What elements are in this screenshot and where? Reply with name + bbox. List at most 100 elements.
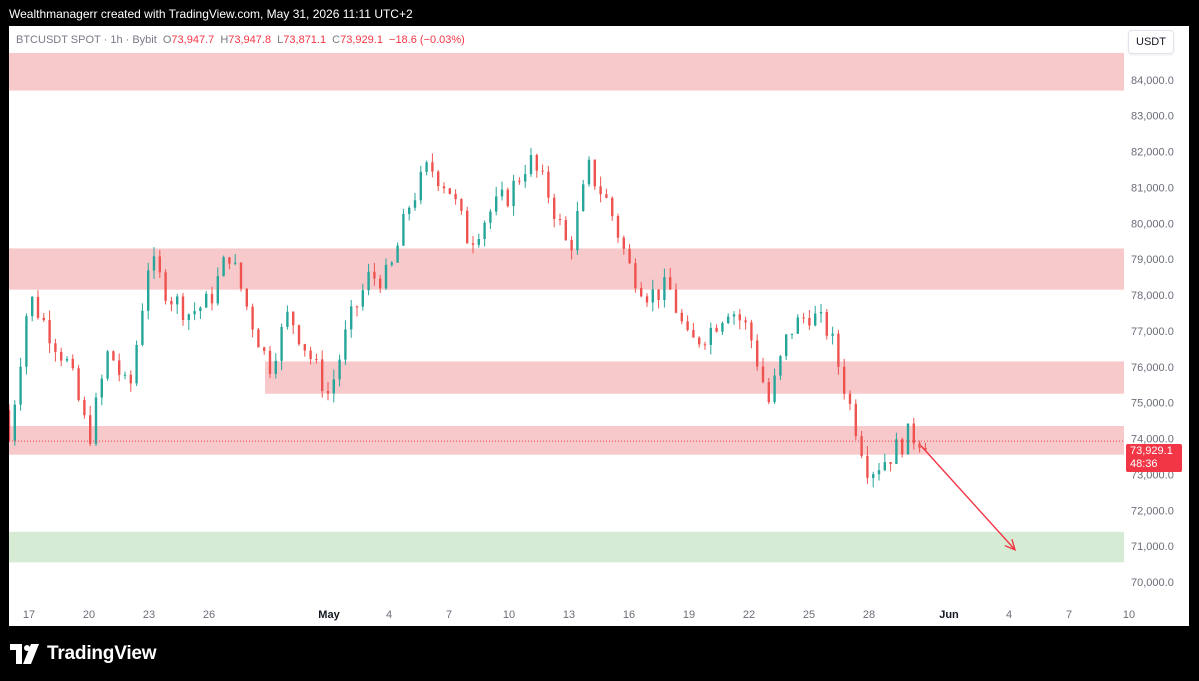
- candle-body: [593, 159, 596, 187]
- candle-body: [147, 270, 150, 311]
- price-tick-label: 77,000.0: [1131, 326, 1174, 338]
- candle-body: [663, 277, 666, 300]
- candle-body: [750, 322, 753, 341]
- candle-body: [512, 180, 515, 207]
- candle-body: [48, 320, 51, 344]
- projection-arrow: [920, 445, 1017, 551]
- chart-pane[interactable]: 85,000.084,000.083,000.082,000.081,000.0…: [9, 26, 1189, 626]
- candle-body: [779, 356, 782, 376]
- resistance-zone: [9, 426, 1124, 455]
- candle-body: [756, 340, 759, 367]
- candle-body: [599, 186, 602, 195]
- candle-body: [709, 327, 712, 345]
- candle-body: [906, 423, 910, 455]
- time-tick-label: 4: [1006, 609, 1012, 621]
- candle-body: [164, 272, 167, 301]
- price-tick-label: 81,000.0: [1131, 182, 1174, 194]
- price-axis: 85,000.084,000.083,000.082,000.081,000.0…: [1131, 39, 1174, 589]
- close-value: 73,929.1: [340, 34, 383, 46]
- candle-body: [60, 351, 63, 361]
- candle-body: [889, 462, 892, 464]
- resistance-zone: [265, 361, 1124, 394]
- time-tick-label: 10: [503, 609, 515, 621]
- candle-body: [280, 326, 283, 361]
- candle-body: [634, 263, 637, 289]
- candle-body: [744, 320, 747, 323]
- candle-body: [872, 474, 875, 478]
- candle-body: [106, 351, 109, 379]
- candle-body: [89, 415, 92, 444]
- candle-body: [135, 344, 138, 384]
- time-tick-label: May: [318, 609, 340, 621]
- tradingview-brand[interactable]: TradingView: [10, 643, 157, 665]
- candle-body: [286, 311, 289, 327]
- candle-body: [210, 293, 214, 304]
- candle-body: [837, 333, 840, 367]
- time-tick-label: 17: [23, 609, 35, 621]
- price-tick-label: 79,000.0: [1131, 254, 1174, 266]
- candle-body: [535, 155, 538, 171]
- candle-body: [785, 334, 788, 357]
- candle-body: [9, 409, 11, 441]
- candle-body: [767, 382, 770, 403]
- candle-body: [83, 400, 86, 416]
- candle-body: [437, 171, 440, 187]
- time-tick-label: 10: [1123, 609, 1135, 621]
- time-tick-label: 16: [623, 609, 635, 621]
- candle-body: [361, 290, 364, 307]
- candle-body: [901, 439, 904, 455]
- candle-body: [727, 316, 730, 324]
- candle-body: [611, 197, 614, 217]
- candle-body: [518, 180, 521, 182]
- symbol-info[interactable]: BTCUSDT SPOT · 1h · Bybit: [16, 34, 157, 46]
- time-tick-label: 22: [743, 609, 755, 621]
- candle-body: [698, 337, 701, 345]
- candle-body: [489, 211, 492, 223]
- candle-body: [918, 443, 921, 448]
- candle-body: [413, 200, 417, 208]
- currency-button[interactable]: USDT: [1128, 30, 1174, 54]
- candle-body: [321, 359, 324, 392]
- brand-name: TradingView: [47, 643, 157, 664]
- candle-body: [257, 329, 260, 348]
- candle-body: [309, 350, 312, 360]
- candle-body: [912, 423, 915, 444]
- support-zone: [9, 531, 1124, 563]
- candle-body: [466, 210, 469, 244]
- candle-body: [866, 455, 869, 478]
- candle-body: [408, 207, 411, 214]
- candle-body: [547, 171, 550, 198]
- candle-body: [645, 296, 649, 303]
- candle-body: [263, 347, 266, 351]
- price-tick-label: 76,000.0: [1131, 362, 1174, 374]
- candle-body: [564, 220, 567, 241]
- price-tick-label: 74,000.0: [1131, 434, 1174, 446]
- candle-body: [814, 313, 817, 326]
- arrow-shaft: [920, 445, 1016, 551]
- candle-body: [326, 391, 330, 394]
- candle-body: [193, 311, 196, 315]
- candle-body: [657, 289, 660, 300]
- candle-body: [570, 240, 573, 251]
- price-tick-label: 84,000.0: [1131, 75, 1174, 87]
- candle-body: [582, 184, 585, 211]
- candle-body: [158, 256, 161, 273]
- candle-body: [808, 317, 811, 326]
- candle-body: [222, 257, 225, 277]
- candle-body: [112, 351, 115, 361]
- price-tick-label: 75,000.0: [1131, 398, 1174, 410]
- candle-body: [605, 194, 608, 198]
- candle-body: [721, 323, 724, 332]
- price-chart[interactable]: 85,000.084,000.083,000.082,000.081,000.0…: [9, 26, 1189, 626]
- resistance-zone: [9, 52, 1124, 91]
- time-tick-label: 19: [683, 609, 695, 621]
- candle-body: [848, 393, 852, 404]
- candle-body: [181, 296, 185, 320]
- candle-body: [703, 344, 707, 346]
- candle-body: [576, 210, 579, 251]
- candle-body: [228, 257, 231, 264]
- candle-body: [831, 333, 834, 336]
- candle-body: [245, 288, 248, 307]
- candle-body: [924, 447, 927, 451]
- candle-body: [616, 216, 620, 238]
